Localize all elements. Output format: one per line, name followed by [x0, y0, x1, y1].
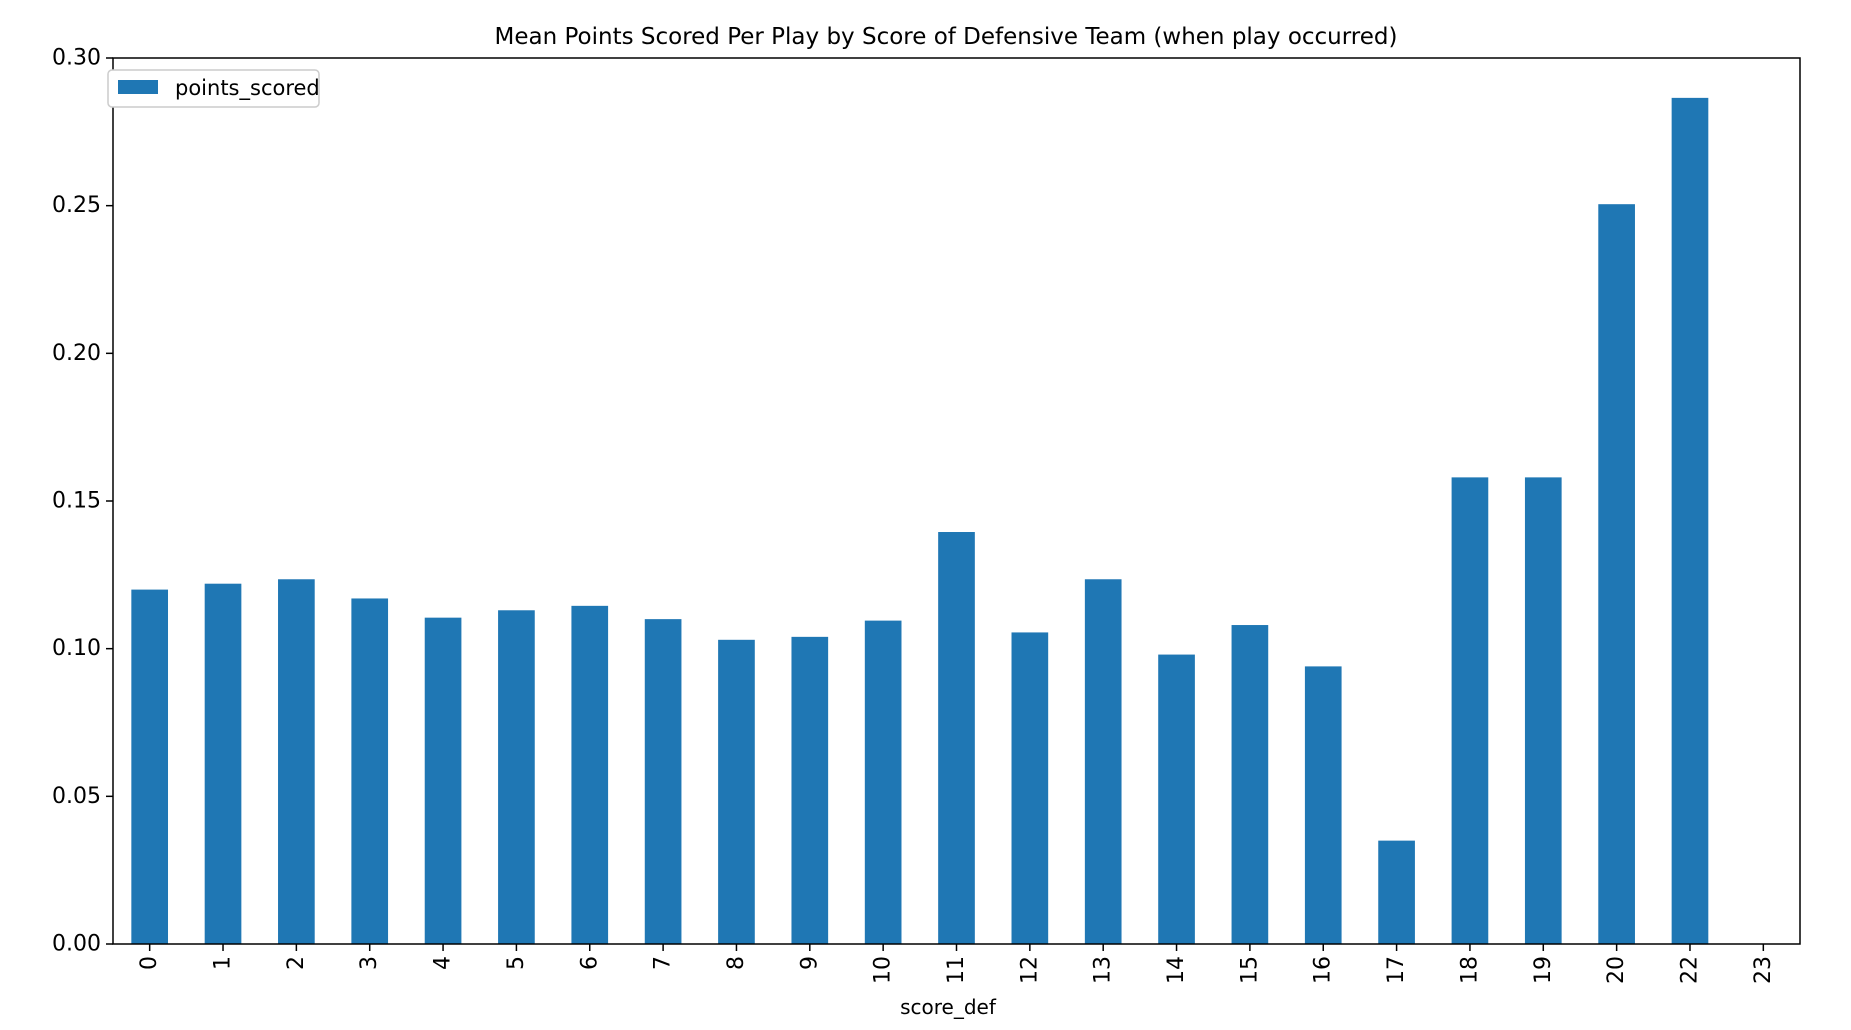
bar-20	[1598, 204, 1635, 944]
chart-title: Mean Points Scored Per Play by Score of …	[495, 24, 1398, 50]
bar-17	[1378, 840, 1415, 944]
legend-box	[107, 69, 320, 108]
bar-16	[1304, 666, 1342, 944]
x-tick-label: 16	[1311, 956, 1336, 984]
x-axis-label: score_def	[900, 995, 997, 1019]
y-tick-label: 0.15	[52, 489, 101, 514]
bar-7	[644, 619, 682, 944]
x-tick-label: 8	[724, 956, 749, 970]
bar-9	[791, 636, 829, 944]
bar-3	[351, 598, 389, 944]
x-tick-label: 19	[1531, 956, 1556, 984]
x-tick-label: 0	[137, 956, 162, 970]
x-tick-label: 23	[1751, 956, 1776, 984]
x-tick-label: 7	[651, 956, 676, 970]
x-tick-label: 6	[577, 956, 602, 970]
y-tick-label: 0.10	[52, 636, 101, 661]
y-tick-label: 0.25	[52, 193, 101, 218]
bar-4	[424, 617, 462, 944]
x-tick-label: 15	[1237, 956, 1262, 984]
x-tick-label: 9	[797, 956, 822, 970]
x-tick-label: 20	[1604, 956, 1629, 984]
x-tick-label: 10	[871, 956, 896, 984]
x-tick-label: 14	[1164, 956, 1189, 984]
x-tick-label: 22	[1677, 956, 1702, 984]
bar-12	[1011, 632, 1049, 944]
y-tick-label: 0.00	[52, 932, 101, 957]
bar-1	[204, 583, 242, 944]
y-tick-label: 0.30	[52, 46, 101, 71]
bars-layer	[131, 97, 1709, 945]
bar-14	[1158, 654, 1195, 944]
bar-0	[131, 589, 169, 944]
x-tick-label: 1	[211, 956, 236, 970]
x-tick-label: 3	[357, 956, 382, 970]
y-tick-label: 0.05	[52, 784, 101, 809]
x-tick-label: 13	[1091, 956, 1116, 984]
bar-6	[571, 605, 609, 944]
bar-5	[498, 610, 535, 944]
y-tick-label: 0.20	[52, 341, 101, 366]
x-tick-label: 12	[1017, 956, 1042, 984]
x-tick-label: 11	[944, 956, 969, 984]
x-tick-label: 5	[504, 956, 529, 970]
bar-13	[1084, 579, 1122, 944]
bar-11	[938, 532, 975, 944]
legend: points_scored	[107, 69, 320, 108]
bar-19	[1524, 477, 1562, 944]
x-tick-label: 2	[284, 956, 309, 970]
bar-15	[1231, 625, 1269, 944]
bar-2	[278, 579, 315, 944]
x-axis: 0 1 2 3 4 5 6 7 8 9 10 11 12 13 14 15 16 17 18 19 20 22 23	[137, 944, 1776, 984]
x-tick-label: 17	[1384, 956, 1409, 984]
bar-8	[718, 639, 755, 944]
x-tick-label: 18	[1457, 956, 1482, 984]
bar-10	[864, 620, 902, 944]
bar-18	[1451, 477, 1489, 944]
legend-label: points_scored	[175, 76, 320, 101]
legend-swatch	[118, 80, 158, 94]
bar-22	[1671, 97, 1709, 945]
x-tick-label: 4	[431, 956, 456, 970]
y-axis: 0.00 0.05 0.10 0.15 0.20 0.25 0.30	[52, 46, 113, 957]
